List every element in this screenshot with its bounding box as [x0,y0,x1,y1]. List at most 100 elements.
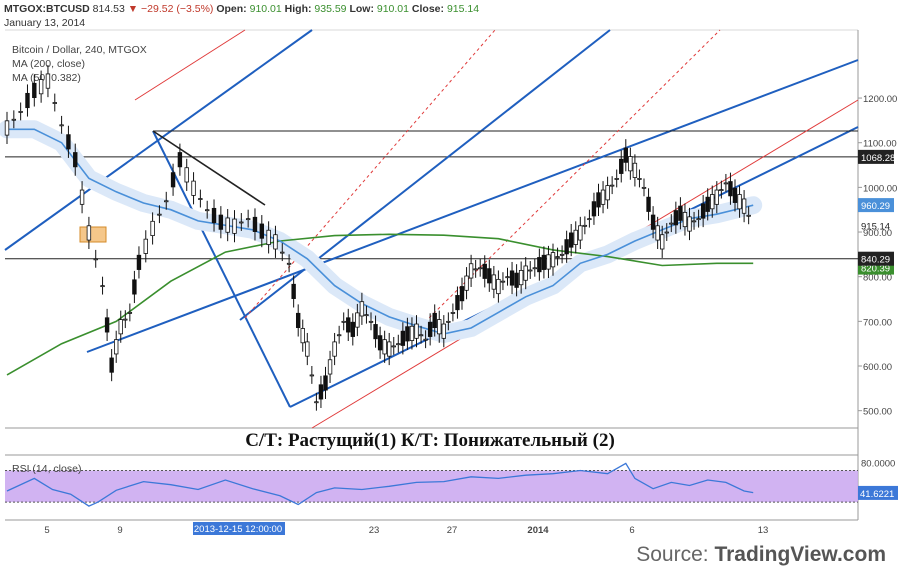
time-axis: 5 9 2013-12-15 12:00:00 23 27 2014 6 13 [44,522,768,536]
open-value: 910.01 [249,3,282,15]
candle-body [11,118,17,121]
candle-body [596,192,601,208]
chart-frame [5,29,859,521]
ma-200-label[interactable]: MA (200, close) [12,58,85,70]
low-label: Low: [349,3,374,15]
fork-handle [152,130,266,206]
price-tick-label: 600.00 [863,362,892,373]
close-value: 915.14 [446,3,480,15]
candle-body [541,254,547,270]
candle-body [100,285,105,288]
candle-body [314,401,319,404]
candle-body [710,194,715,210]
candle-body [359,301,365,317]
time-tick-label: 2014 [527,525,549,536]
trend-drawings [4,29,859,429]
candle-body [550,252,556,268]
ma-50-price-label-bg [858,198,894,213]
candle-body [650,214,656,230]
candle-body [123,318,128,321]
ma-50-price-label: 960.29 [861,201,890,212]
candle-body [459,286,465,302]
time-tick-label: 13 [758,525,769,536]
candle-body [482,263,487,279]
candle-body [514,272,519,288]
price-tick-label: 1100.00 [863,139,897,150]
time-tick-label: 27 [447,525,458,536]
candle-body [641,186,647,189]
candle-body [427,321,433,337]
candle-body [678,205,683,221]
candle-body [232,218,237,234]
candle-body [569,232,574,248]
symbol-name[interactable]: MTGOX:BTCUSD [4,3,90,15]
candle-body [327,359,333,375]
resistance-price-label: 1068.28 [861,153,895,164]
candle-body [414,323,419,339]
candle-body [104,317,110,333]
candle-body [732,187,738,203]
candle-body [25,92,30,109]
candle-body [323,375,328,391]
candle-body [66,134,71,150]
candle-body [350,321,355,337]
candle-body [355,312,360,328]
candle-body [409,325,415,341]
candle-body [373,324,378,340]
candle-body [45,73,51,89]
candle-body [532,267,537,270]
rsi-label[interactable]: RSI (14, close) [12,463,82,475]
chart-date: January 13, 2014 [4,17,86,29]
red-median-line [244,29,496,319]
source-prefix: Source: [636,543,715,566]
ma-50-line [7,128,754,335]
candle-body [336,334,342,337]
channel-line [86,59,859,353]
candle-body [496,278,501,295]
crosshair-date-bg [193,522,285,535]
source-credit: Source: TradingView.com [636,543,886,567]
candle-body [687,216,692,232]
candle-body [737,194,742,210]
candle-body [518,270,524,286]
candle-body [191,180,196,196]
candle-body [318,384,324,400]
candle-body [450,312,456,314]
symbol-header: MTGOX:BTCUSD 814.53 ▼ −29.52 (−3.5%) Ope… [4,3,479,15]
price-tick-label: 1000.00 [863,183,897,194]
candle-body [587,218,592,221]
candle-body [660,234,665,250]
candle-body [423,338,428,341]
candle-body [368,320,374,323]
candle-body [664,231,669,234]
candle-body [177,152,183,168]
candle-body [528,269,533,272]
candle-body [211,207,217,224]
trend-caption: С/Т: Растущий(1) К/Т: Понижательный (2) [245,430,615,451]
candle-body [623,147,628,163]
candle-body [73,152,78,168]
candle-body [705,196,710,212]
price-tick-label: 700.00 [863,317,892,328]
candle-body [332,341,337,357]
price-axis: 1200.00 1100.00 1000.00 900.00 800.00 700.00 6… [858,94,897,418]
candle-body [118,319,123,335]
price-change: ▼ −29.52 (−3.5%) [127,3,214,15]
candle-body [114,339,119,355]
candle-body [266,229,271,245]
candle-body [468,263,474,279]
candle-body [136,254,142,270]
price-tick-label: 800.00 [863,273,892,284]
candle-body [109,357,114,373]
candle-body [505,276,510,279]
candle-body [700,203,706,219]
candle-body [614,178,619,180]
candle-body [673,210,679,226]
candle-body [346,317,351,333]
low-value: 910.01 [376,3,409,15]
candle-body [280,251,285,254]
candle-body [93,258,98,261]
candle-body [723,182,729,185]
time-tick-label: 5 [44,525,49,536]
